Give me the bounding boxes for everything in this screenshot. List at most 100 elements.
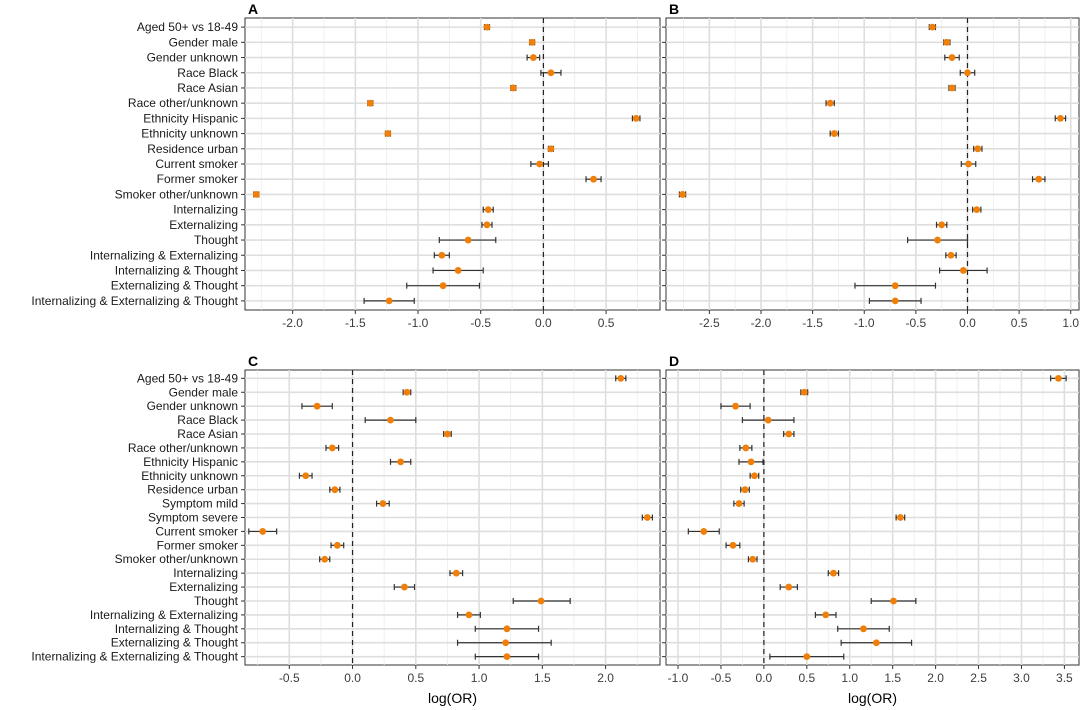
estimate-point-former-smoker [590,175,597,183]
x-tick-label: 2.0 [927,671,944,685]
estimate-point-gender-unknown [529,54,537,61]
x-tick-label: 1.0 [1062,316,1079,330]
estimate-point-former-smoker [333,541,341,549]
estimate-point-race-asian [785,430,793,438]
category-label-symptom-mild: Symptom mild [162,497,238,511]
panel-letter: C [248,353,258,369]
estimate-point-residence-urban [974,145,982,153]
estimate-point-ethnicity-hispanic [747,458,755,466]
x-axis-title: log(OR) [428,690,477,706]
x-axis-title: log(OR) [848,690,897,706]
estimate-point-former-smoker [1035,175,1043,183]
x-tick-label: 2.0 [597,671,614,685]
estimate-point-symptom-severe [643,514,651,521]
x-tick-label: 0.5 [798,671,815,685]
x-tick-label: 1.5 [534,671,551,685]
category-label-aged-50-vs-18-49: Aged 50+ vs 18-49 [137,20,238,34]
estimate-point-internalizing [830,569,837,577]
estimate-point-externalizing [483,221,491,229]
estimate-point-current-smoker [536,160,544,168]
category-label-residence-urban: Residence urban [147,483,238,497]
estimate-point-symptom-severe [897,514,904,521]
estimate-point-internalizing-externalizing [465,611,473,619]
estimate-point-gender-male [528,38,536,46]
estimate-point-race-other-unknown [826,99,834,107]
x-tick-label: 0.0 [756,671,773,685]
estimate-point-gender-male [403,388,411,396]
category-label-internalizing: Internalizing [173,203,238,217]
x-tick-label: -0.5 [279,671,300,685]
estimate-point-externalizing [785,583,793,591]
estimate-point-internalizing-externalizing-thought [385,297,393,305]
category-label-externalizing-thought: Externalizing & Thought [111,636,239,650]
category-label-internalizing-thought: Internalizing & Thought [115,263,239,277]
estimate-point-thought [934,236,941,244]
estimate-point-ethnicity-hispanic [632,114,640,122]
x-tick-label: -2.0 [751,316,772,330]
x-tick-label: -1.0 [408,316,429,330]
category-label-race-asian: Race Asian [177,81,238,95]
x-tick-label: -2.0 [282,316,303,330]
category-label-thought: Thought [194,233,239,247]
category-label-ethnicity-unknown: Ethnicity unknown [141,469,238,483]
estimate-point-race-black [547,69,555,77]
panel-letter: A [248,1,258,17]
estimate-point-gender-male [800,388,808,396]
estimate-point-internalizing-externalizing [947,251,955,259]
x-tick-label: 2.5 [970,671,987,685]
x-tick-label: 0.0 [959,316,976,330]
category-label-externalizing-thought: Externalizing & Thought [111,279,239,293]
estimate-point-gender-male [943,38,951,46]
estimate-point-race-other-unknown [366,99,374,107]
estimate-point-former-smoker [729,541,737,549]
x-tick-label: 0.5 [407,671,424,685]
category-label-internalizing-externalizing: Internalizing & Externalizing [90,248,238,262]
estimate-point-smoker-other-unknown [679,191,686,198]
estimate-point-aged-50-vs-18-49 [928,23,936,31]
x-tick-label: -1.0 [668,671,689,685]
category-label-gender-unknown: Gender unknown [147,51,238,65]
estimate-point-externalizing [401,583,408,591]
x-tick-label: 3.5 [1056,671,1073,685]
x-tick-label: -0.5 [470,316,491,330]
estimate-point-ethnicity-unknown [830,130,838,137]
estimate-point-externalizing [938,221,946,229]
estimate-point-ethnicity-unknown [384,130,392,137]
estimate-point-internalizing-externalizing-thought [891,297,899,305]
category-label-internalizing-externalizing-thought: Internalizing & Externalizing & Thought [31,294,238,308]
estimate-point-internalizing-thought [503,625,511,633]
estimate-point-race-other-unknown [742,444,750,452]
estimate-point-internalizing [973,206,981,214]
estimate-point-internalizing-externalizing-thought [503,653,511,661]
category-label-internalizing-externalizing: Internalizing & Externalizing [90,608,238,622]
estimate-point-thought [537,597,545,605]
estimate-point-ethnicity-hispanic [1057,114,1064,122]
estimate-point-internalizing-thought [959,267,967,274]
x-tick-label: -0.5 [906,316,927,330]
estimate-point-aged-50-vs-18-49 [1054,374,1062,382]
estimate-point-race-other-unknown [328,444,336,452]
estimate-point-race-black [764,416,772,424]
estimate-point-thought [890,597,897,605]
estimate-point-symptom-mild [379,500,387,507]
category-label-former-smoker: Former smoker [157,538,238,552]
x-tick-label: 1.0 [471,671,488,685]
estimate-point-ethnicity-unknown [751,472,758,480]
category-label-race-black: Race Black [177,413,239,427]
estimate-point-externalizing-thought [891,282,899,290]
estimate-point-current-smoker [965,160,972,168]
panel-letter: D [669,353,679,369]
estimate-point-internalizing-externalizing [438,251,446,259]
x-tick-label: 0.5 [1011,316,1028,330]
category-label-gender-unknown: Gender unknown [147,399,238,413]
category-label-thought: Thought [194,594,239,608]
estimate-point-aged-50-vs-18-49 [617,374,625,382]
category-label-race-other-unknown: Race other/unknown [128,96,238,110]
estimate-point-smoker-other-unknown [749,555,757,563]
estimate-point-race-black [387,416,394,424]
category-label-internalizing-externalizing-thought: Internalizing & Externalizing & Thought [31,650,238,664]
